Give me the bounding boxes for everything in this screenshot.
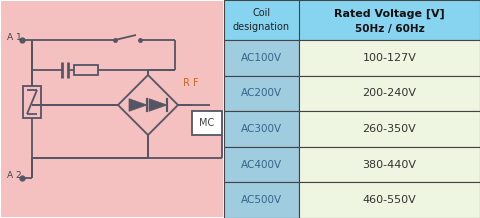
Polygon shape <box>149 99 167 111</box>
Text: 260-350V: 260-350V <box>362 124 416 134</box>
Bar <box>224 0 479 40</box>
Text: 100-127V: 100-127V <box>362 53 416 63</box>
Text: AC300V: AC300V <box>240 124 281 134</box>
Text: 50Hz / 60Hz: 50Hz / 60Hz <box>354 24 423 34</box>
Bar <box>299 147 479 182</box>
Bar <box>224 76 299 111</box>
Text: AC100V: AC100V <box>240 53 281 63</box>
Text: A 1: A 1 <box>7 32 22 41</box>
Text: MC: MC <box>199 118 214 128</box>
Bar <box>299 76 479 111</box>
Text: AC200V: AC200V <box>240 89 281 98</box>
Text: 380-440V: 380-440V <box>362 160 416 170</box>
Bar <box>74 65 98 75</box>
Bar <box>224 111 299 147</box>
Text: R F: R F <box>182 78 198 88</box>
Text: Coil
designation: Coil designation <box>232 8 289 32</box>
Bar <box>192 111 222 135</box>
Bar <box>299 111 479 147</box>
Bar <box>1 1 223 217</box>
Bar <box>224 182 299 218</box>
Polygon shape <box>129 99 147 111</box>
Text: 200-240V: 200-240V <box>362 89 416 98</box>
Text: Rated Voltage [V]: Rated Voltage [V] <box>334 9 444 19</box>
Bar <box>23 86 41 118</box>
Bar <box>224 147 299 182</box>
Bar <box>299 40 479 76</box>
Text: A 2: A 2 <box>7 170 22 179</box>
Bar <box>224 40 299 76</box>
Text: AC400V: AC400V <box>240 160 281 170</box>
Text: 460-550V: 460-550V <box>362 195 416 205</box>
Text: AC500V: AC500V <box>240 195 281 205</box>
Bar <box>299 182 479 218</box>
